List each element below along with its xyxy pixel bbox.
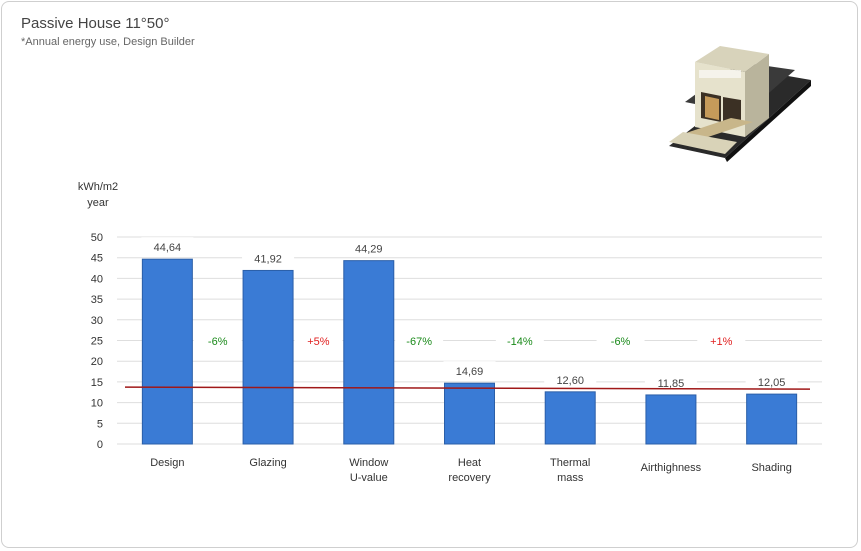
y-tick-label: 10 <box>91 398 103 410</box>
value-label-bg <box>544 369 597 388</box>
change-label: -67% <box>406 336 432 348</box>
change-label: -6% <box>611 336 631 348</box>
change-label-bg <box>495 331 544 349</box>
change-label: -6% <box>208 336 228 348</box>
bar <box>242 269 294 445</box>
y-tick-label: 35 <box>91 294 103 306</box>
category-label: Heat <box>458 457 481 469</box>
value-label: 11,85 <box>658 378 685 390</box>
value-label-bg <box>745 372 798 391</box>
category-label: Thermal <box>550 457 590 469</box>
category-label: U-value <box>350 472 388 484</box>
y-tick-label: 25 <box>91 336 103 348</box>
value-label-bg <box>141 237 194 256</box>
bar <box>645 394 697 445</box>
change-label-bg <box>395 331 444 349</box>
house-model-image <box>669 46 811 162</box>
reference-line <box>124 386 811 390</box>
value-label-bg <box>443 361 496 380</box>
value-label: 41,92 <box>254 253 282 265</box>
change-label-bg <box>697 331 746 349</box>
y-tick-label: 40 <box>91 273 103 285</box>
chart-subtitle: *Annual energy use, Design Builder <box>21 36 195 48</box>
category-label: Glazing <box>249 457 286 469</box>
y-tick-label: 20 <box>91 356 103 368</box>
y-axis-label: kWh/m2 <box>78 181 118 193</box>
value-label: 44,64 <box>154 242 182 254</box>
bar <box>343 260 395 445</box>
change-label: +5% <box>307 336 330 348</box>
value-label: 14,69 <box>456 366 484 378</box>
value-label-bg <box>644 372 697 391</box>
change-label-bg <box>596 331 645 349</box>
category-label: recovery <box>448 472 491 484</box>
category-label: Design <box>150 457 184 469</box>
bar <box>444 382 495 445</box>
y-axis-label: year <box>87 197 109 209</box>
bar <box>544 391 596 445</box>
chart-title: Passive House 11°50° <box>21 15 170 32</box>
value-label: 12,60 <box>556 375 584 387</box>
y-tick-label: 0 <box>97 439 103 451</box>
category-label: Shading <box>751 462 791 474</box>
y-tick-label: 15 <box>91 377 103 389</box>
change-label: -14% <box>507 336 533 348</box>
value-label: 12,05 <box>758 377 786 389</box>
bar <box>746 393 798 445</box>
category-label: Window <box>349 457 388 469</box>
y-tick-label: 30 <box>91 315 103 327</box>
value-label-bg <box>242 248 295 267</box>
y-tick-label: 45 <box>91 253 103 265</box>
change-label-bg <box>294 331 343 349</box>
y-tick-label: 50 <box>91 232 103 244</box>
y-tick-label: 5 <box>97 418 103 430</box>
bar <box>141 258 193 445</box>
change-label-bg <box>193 331 242 349</box>
value-label: 44,29 <box>355 244 383 256</box>
category-label: mass <box>557 472 584 484</box>
change-label: +1% <box>710 336 733 348</box>
category-label: Airthighness <box>641 462 702 474</box>
value-label-bg <box>342 238 395 257</box>
